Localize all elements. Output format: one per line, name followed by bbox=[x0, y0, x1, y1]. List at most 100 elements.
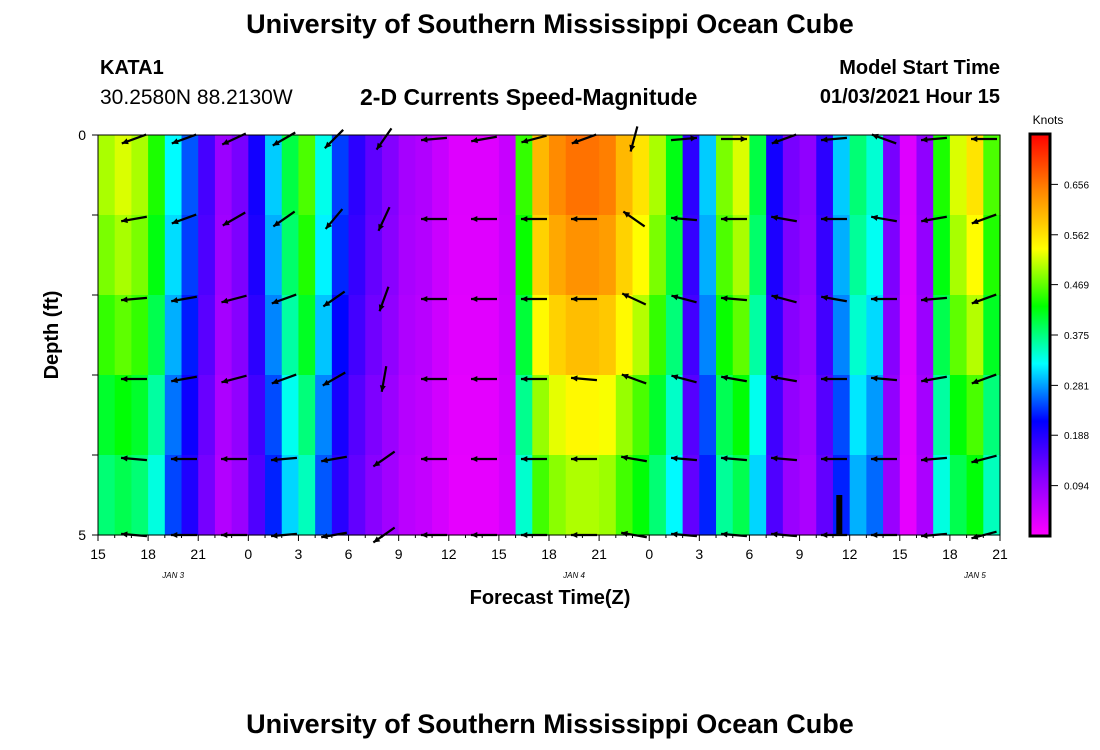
arrow-head bbox=[221, 455, 228, 463]
heatmap-cell bbox=[281, 375, 300, 456]
arrow-head bbox=[373, 536, 381, 543]
current-arrow bbox=[321, 455, 347, 464]
heatmap-cell bbox=[866, 295, 884, 376]
heatmap-cell bbox=[549, 295, 567, 376]
current-arrow bbox=[471, 135, 497, 144]
heatmap-cell bbox=[198, 375, 216, 456]
current-arrow bbox=[921, 375, 947, 384]
arrow-head bbox=[821, 136, 828, 143]
current-arrow bbox=[971, 213, 997, 225]
heatmap-cell bbox=[565, 295, 583, 376]
heatmap-cell bbox=[532, 215, 550, 296]
colorbar-tick-label: 0.469 bbox=[1064, 281, 1089, 292]
heatmap-cell bbox=[415, 215, 433, 296]
heatmap-cell bbox=[465, 375, 483, 456]
heatmap-cell bbox=[331, 135, 350, 216]
heatmap-cell bbox=[699, 215, 717, 296]
current-arrow bbox=[324, 208, 344, 230]
heatmap-cell bbox=[365, 215, 383, 296]
heatmap-cell bbox=[98, 375, 116, 456]
heatmap-cell bbox=[883, 215, 901, 296]
heatmap-cell bbox=[432, 135, 450, 216]
arrow-head bbox=[171, 138, 179, 145]
current-arrow bbox=[821, 215, 847, 223]
current-arrow bbox=[521, 455, 547, 463]
current-arrow bbox=[629, 126, 639, 152]
current-arrow bbox=[671, 374, 697, 384]
current-arrow bbox=[372, 450, 396, 468]
heatmap-cell bbox=[114, 375, 132, 456]
x-tick-label: 21 bbox=[591, 546, 607, 562]
heatmap-cell bbox=[331, 215, 350, 296]
arrow-head bbox=[323, 300, 331, 307]
heatmap-cell bbox=[849, 295, 867, 376]
arrow-head bbox=[871, 375, 878, 382]
heatmap-cell bbox=[181, 135, 199, 216]
heatmap-cell bbox=[883, 135, 901, 216]
x-tick-label: 12 bbox=[842, 546, 858, 562]
arrow-head bbox=[121, 455, 128, 462]
arrow-head bbox=[771, 214, 778, 221]
heatmap-cell bbox=[966, 135, 984, 216]
model-start-label: Model Start Time bbox=[839, 57, 1000, 79]
model-start-time: 01/03/2021 Hour 15 bbox=[819, 86, 1000, 108]
arrow-head bbox=[721, 455, 728, 462]
footer-title: University of Southern Mississippi Ocean… bbox=[246, 709, 854, 739]
heatmap-cell bbox=[883, 375, 901, 456]
heatmap-cell bbox=[983, 215, 1001, 296]
heatmap-cell bbox=[682, 295, 700, 376]
x-tick-label: 18 bbox=[541, 546, 557, 562]
heatmap-cell bbox=[916, 375, 934, 456]
heatmap-cell bbox=[665, 135, 684, 216]
heatmap-cell bbox=[214, 295, 233, 376]
arrow-head bbox=[821, 215, 828, 223]
heatmap-cell bbox=[749, 455, 767, 536]
heatmap-cell bbox=[365, 375, 383, 456]
arrow-head bbox=[971, 378, 979, 385]
heatmap-cell bbox=[448, 375, 467, 456]
arrow-head bbox=[321, 457, 328, 464]
current-arrow bbox=[121, 375, 147, 383]
heatmap-cell bbox=[649, 295, 667, 376]
current-arrow bbox=[471, 215, 497, 223]
heatmap-cell bbox=[315, 375, 333, 456]
arrow-head bbox=[921, 456, 928, 463]
arrow-head bbox=[121, 375, 128, 383]
heatmap-cell bbox=[665, 375, 684, 456]
current-arrow bbox=[375, 127, 393, 151]
x-axis-label: Forecast Time(Z) bbox=[470, 587, 631, 609]
heatmap-cell bbox=[265, 455, 283, 536]
heatmap-cell bbox=[515, 375, 533, 456]
current-arrow bbox=[571, 215, 597, 223]
heatmap-cell bbox=[231, 295, 249, 376]
heatmap-cell bbox=[315, 135, 333, 216]
heatmap-cell bbox=[148, 135, 166, 216]
current-arrow bbox=[521, 295, 547, 303]
arrow-head bbox=[121, 531, 128, 538]
heatmap-cell bbox=[315, 295, 333, 376]
arrow-head bbox=[971, 298, 979, 305]
current-arrow bbox=[821, 294, 847, 303]
arrow-head bbox=[373, 460, 381, 467]
heatmap-cell bbox=[966, 215, 984, 296]
heatmap-cell bbox=[782, 375, 801, 456]
arrow-head bbox=[471, 295, 478, 303]
current-arrow bbox=[322, 290, 346, 308]
heatmap-cell bbox=[198, 295, 216, 376]
arrow-head bbox=[322, 379, 330, 386]
heatmap-cell bbox=[849, 135, 867, 216]
heatmap-cell bbox=[632, 295, 650, 376]
arrow-head bbox=[421, 455, 428, 463]
current-arrows bbox=[120, 126, 997, 544]
arrow-head bbox=[571, 295, 578, 303]
x-tick-label: 15 bbox=[491, 546, 507, 562]
heatmap-cell bbox=[549, 455, 567, 536]
current-arrow bbox=[821, 375, 847, 383]
x-tick-label: 6 bbox=[746, 546, 754, 562]
arrow-head bbox=[378, 223, 384, 231]
arrow-head bbox=[221, 377, 229, 384]
heatmap-cell bbox=[883, 295, 901, 376]
heatmap-cell bbox=[749, 135, 767, 216]
